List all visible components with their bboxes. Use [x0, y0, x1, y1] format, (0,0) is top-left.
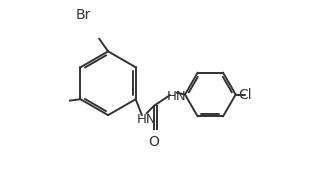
Text: Br: Br: [75, 8, 91, 22]
Text: HN: HN: [167, 90, 187, 103]
Text: O: O: [149, 135, 160, 149]
Text: HN: HN: [137, 113, 157, 126]
Text: Cl: Cl: [239, 88, 252, 101]
